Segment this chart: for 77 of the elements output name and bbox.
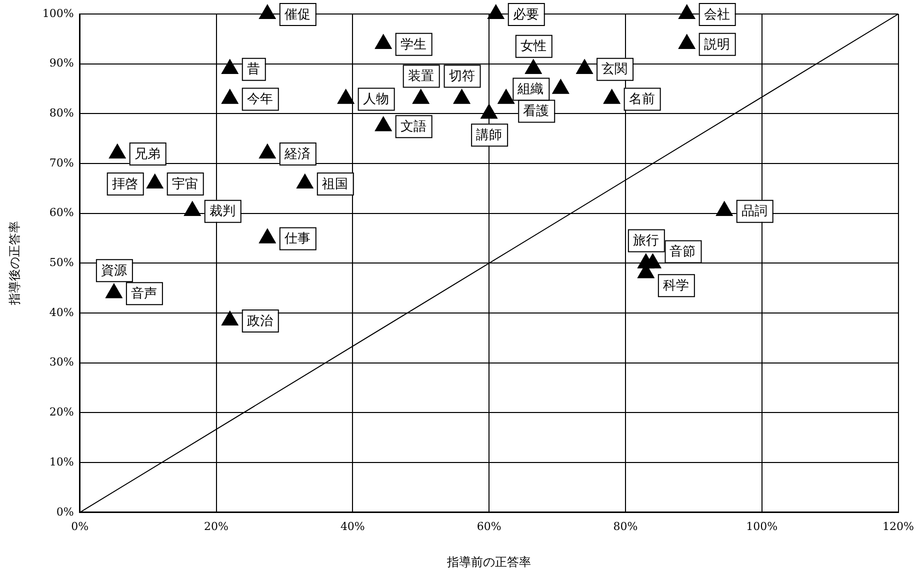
annotation: 装置: [408, 69, 434, 84]
x-tick-label: 40%: [340, 520, 365, 533]
x-tick-label: 80%: [613, 520, 638, 533]
y-tick-label: 10%: [49, 455, 74, 468]
point: [375, 34, 392, 49]
annotation: 玄関: [602, 61, 628, 78]
annotation: 文語: [400, 120, 426, 135]
annotation: 組織: [516, 82, 544, 98]
point: [525, 59, 542, 74]
y-tick-label: 80%: [49, 106, 74, 120]
x-tick-label: 120%: [882, 520, 914, 533]
y-tick-label: 60%: [49, 206, 74, 220]
annotation: 裁判: [209, 204, 236, 220]
point: [488, 4, 504, 19]
annotation: 女性: [520, 39, 546, 54]
point: [296, 174, 314, 188]
point: [498, 89, 514, 104]
annotation: 旅行: [632, 234, 659, 249]
x-tick-label: 0%: [71, 520, 89, 533]
annotation: 会社: [704, 7, 730, 22]
point: [453, 89, 470, 104]
annotation: 音声: [130, 286, 157, 302]
point: [259, 144, 276, 159]
point: [678, 4, 696, 19]
y-tick-label: 70%: [49, 156, 74, 170]
annotation: 人物: [362, 92, 389, 108]
point: [576, 59, 593, 74]
y-tick-label: 90%: [49, 56, 74, 70]
point: [338, 89, 354, 104]
y-tick-label: 0%: [56, 505, 74, 518]
y-axis-title: 指導後の正答率: [7, 221, 22, 306]
annotation: 切符: [448, 69, 475, 84]
annotation: 経済: [283, 146, 310, 162]
annotation: 名前: [628, 92, 655, 108]
annotation: 拝啓: [112, 176, 138, 192]
annotation: 科学: [662, 278, 689, 294]
point: [375, 116, 392, 132]
point: [106, 284, 122, 298]
point: [222, 59, 238, 74]
annotation: 説明: [704, 37, 730, 52]
x-axis-title: 指導前の正答率: [446, 554, 532, 569]
annotation: 仕事: [283, 232, 310, 247]
point: [412, 89, 430, 104]
point: [222, 311, 238, 326]
point: [146, 174, 164, 188]
annotation: 必要: [512, 7, 539, 22]
point: [678, 34, 696, 49]
annotation: 催促: [284, 7, 310, 22]
x-tick-label: 100%: [746, 520, 778, 533]
annotation: 今年: [246, 92, 273, 108]
point: [716, 201, 733, 216]
annotation: 講師: [476, 128, 502, 144]
annotation: 政治: [246, 314, 273, 329]
point: [480, 104, 498, 119]
y-tick-label: 20%: [49, 406, 74, 419]
point: [184, 201, 201, 216]
y-tick-label: 30%: [49, 356, 74, 369]
annotation: 兄弟: [134, 146, 160, 162]
y-tick-label: 100%: [42, 6, 74, 20]
annotation: 学生: [400, 37, 426, 52]
point: [222, 89, 238, 104]
annotation: 祖国: [322, 176, 348, 192]
point: [109, 144, 126, 159]
point: [604, 89, 620, 104]
x-tick-label: 20%: [204, 520, 228, 533]
annotation: 宇宙: [172, 176, 198, 192]
annotation: 音節: [670, 244, 696, 260]
annotation: 資源: [100, 263, 127, 278]
point: [552, 79, 569, 94]
point: [259, 228, 276, 244]
annotation: 看護: [523, 104, 550, 120]
y-tick-label: 40%: [49, 306, 74, 319]
x-tick-label: 60%: [476, 520, 502, 533]
point: [259, 4, 276, 19]
annotation: 昔: [246, 62, 260, 78]
annotation: 品詞: [741, 204, 768, 220]
y-tick-label: 50%: [49, 256, 74, 270]
